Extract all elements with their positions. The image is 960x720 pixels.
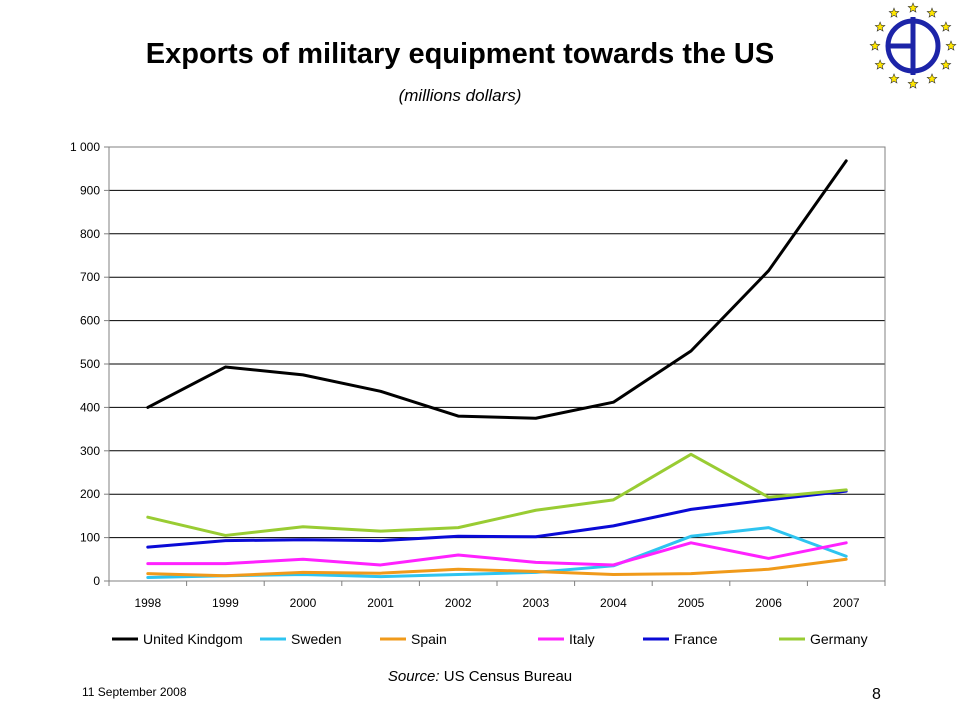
source-note: Source: US Census Bureau: [300, 668, 660, 685]
star-icon: [926, 7, 938, 18]
series-line: [146, 541, 848, 567]
star-icon: [869, 40, 881, 51]
star-icon: [888, 73, 900, 84]
grid-lines: [109, 146, 885, 539]
star-icon: [907, 78, 919, 89]
footer-date: 11 September 2008: [82, 685, 187, 699]
legend-label: France: [674, 631, 718, 647]
y-tick-label: 500: [80, 357, 100, 371]
axes: 0 100 200 300 400 500 600 700 800 900 1 000 1998 199…: [70, 140, 886, 610]
legend: United Kindgom Sweden Spain Italy France Germ…: [112, 631, 868, 647]
legend-label: Germany: [810, 631, 868, 647]
x-tick-label: 2007: [833, 596, 860, 610]
x-tick-label: 2003: [522, 596, 549, 610]
x-tick-label: 2001: [367, 596, 394, 610]
star-icon: [945, 40, 957, 51]
star-icon: [874, 21, 886, 32]
x-tick-label: 2004: [600, 596, 627, 610]
logo-stars: [869, 2, 957, 89]
y-tick-label: 400: [80, 400, 100, 414]
x-tick-label: 2006: [755, 596, 782, 610]
y-tick-label: 1 000: [70, 140, 100, 154]
legend-label: Sweden: [291, 631, 342, 647]
legend-label: Italy: [569, 631, 595, 647]
series-line: [146, 159, 848, 420]
y-tick-label: 600: [80, 314, 100, 328]
star-icon: [907, 2, 919, 13]
y-tick-label: 0: [93, 574, 100, 588]
y-tick-label: 100: [80, 531, 100, 545]
page-number: 8: [872, 686, 881, 703]
legend-label: Spain: [411, 631, 447, 647]
source-label: Source:: [387, 668, 440, 685]
series-line: [146, 489, 848, 549]
x-tick-label: 2005: [678, 596, 705, 610]
series-line: [146, 557, 848, 578]
slide-subtitle: (millions dollars): [398, 86, 522, 105]
x-tick-label: 1998: [134, 596, 161, 610]
y-tick-label: 200: [80, 487, 100, 501]
y-tick-label: 300: [80, 444, 100, 458]
x-tick-label: 1999: [212, 596, 239, 610]
x-tick-label: 2002: [445, 596, 472, 610]
star-icon: [874, 59, 886, 70]
x-tick-label: 2000: [290, 596, 317, 610]
y-tick-label: 700: [80, 270, 100, 284]
legend-label: United Kindgom: [143, 631, 243, 647]
star-icon: [940, 21, 952, 32]
series-lines: [146, 159, 848, 580]
star-icon: [940, 59, 952, 70]
star-icon: [888, 7, 900, 18]
series-line: [146, 452, 848, 537]
star-icon: [926, 73, 938, 84]
source-value: US Census Bureau: [443, 668, 573, 685]
y-tick-label: 900: [80, 183, 100, 197]
y-tick-label: 800: [80, 227, 100, 241]
slide-title: Exports of military equipment towards th…: [145, 38, 775, 70]
organization-logo: [869, 2, 957, 89]
